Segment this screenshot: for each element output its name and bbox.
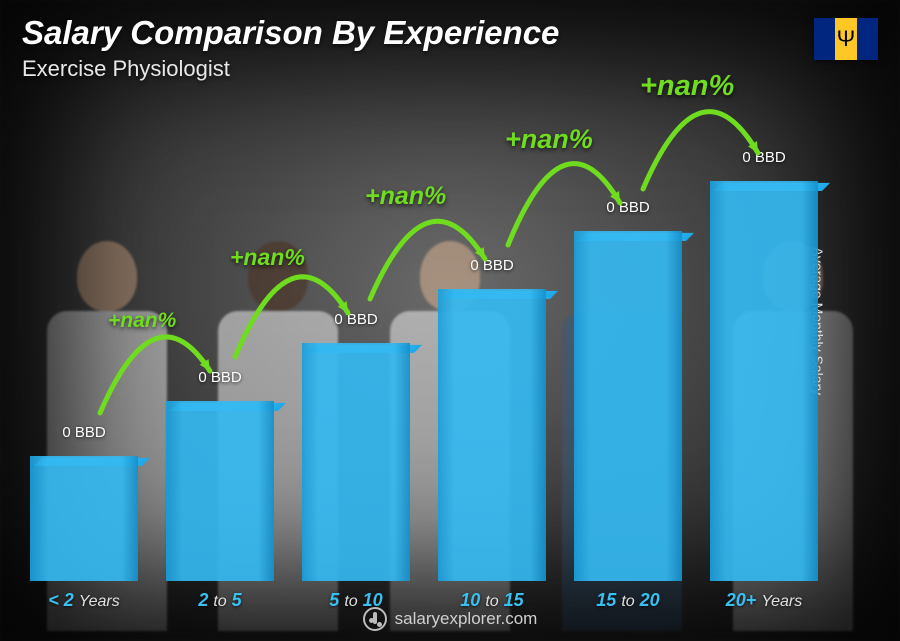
bar-group: 0 BBD10 to 15: [438, 289, 546, 581]
bar-chart: 0 BBD< 2 Years0 BBD2 to 50 BBD5 to 100 B…: [30, 101, 840, 581]
bar: 0 BBD: [710, 181, 818, 581]
bar: 0 BBD: [574, 231, 682, 581]
footer-logo-icon: [363, 607, 387, 631]
bar: 0 BBD: [302, 343, 410, 581]
bar-group: 0 BBD< 2 Years: [30, 456, 138, 581]
bar-group: 0 BBD20+ Years: [710, 181, 818, 581]
growth-arrow-icon: [215, 213, 368, 377]
bar: 0 BBD: [438, 289, 546, 581]
bar-group: 0 BBD5 to 10: [302, 343, 410, 581]
growth-arrow-icon: [80, 276, 230, 433]
growth-arrow-icon: [350, 157, 505, 319]
bar-group: 0 BBD15 to 20: [574, 231, 682, 581]
chart-subtitle: Exercise Physiologist: [22, 56, 559, 82]
growth-arrow-icon: [488, 97, 640, 265]
footer-text: salaryexplorer.com: [395, 609, 538, 629]
trident-icon: Ψ: [837, 28, 855, 50]
bar: 0 BBD: [30, 456, 138, 581]
country-flag: Ψ: [814, 18, 878, 60]
growth-arrow-icon: [623, 45, 778, 209]
chart-title: Salary Comparison By Experience: [22, 14, 559, 52]
footer: salaryexplorer.com: [0, 607, 900, 631]
